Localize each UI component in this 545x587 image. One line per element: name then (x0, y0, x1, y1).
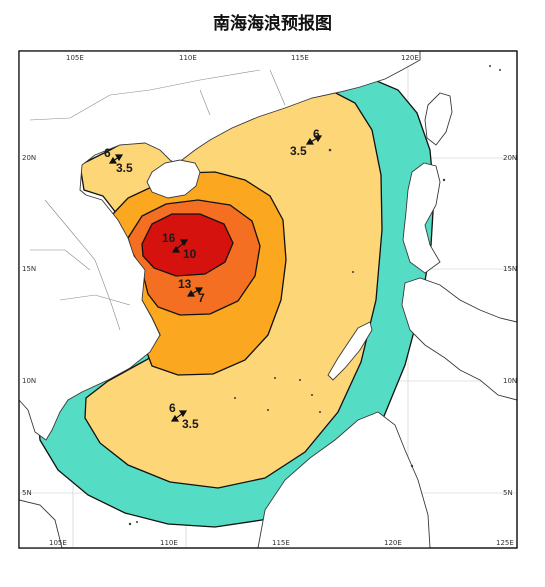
wave-label-ne-high: 6 (313, 127, 320, 141)
tick-right-15n: 15N (503, 265, 517, 273)
wave-height-labels: 6 3.5 6 3.5 16 10 13 7 6 3.5 (104, 127, 320, 431)
map-title: 南海海浪预报图 (213, 14, 332, 34)
tick-left-5n: 5N (22, 489, 32, 497)
borders (29, 69, 286, 331)
wave-label-gulf-low: 3.5 (116, 161, 133, 175)
luzon-island (402, 162, 441, 274)
hainan-island (146, 159, 201, 199)
tick-bottom-105: 105E (49, 539, 67, 547)
visayas-islands (401, 277, 517, 401)
small-islands (128, 65, 501, 526)
tick-right-5n: 5N (503, 489, 513, 497)
arrow-south (170, 410, 188, 422)
tick-bottom-120: 120E (384, 539, 402, 547)
wave-label-south-high: 6 (169, 401, 176, 415)
coastlines (19, 51, 517, 548)
tick-left-10n: 10N (22, 377, 36, 385)
tick-left-20n: 20N (22, 154, 36, 162)
tick-bottom-110: 110E (160, 539, 178, 547)
wave-label-south-low: 3.5 (182, 417, 199, 431)
tick-top-120: 120E (401, 54, 419, 62)
taiwan-island (424, 92, 453, 146)
malay-coast (19, 499, 63, 548)
wave-label-ne-low: 3.5 (290, 144, 307, 158)
tick-top-115: 115E (291, 54, 309, 62)
tick-labels: 105E 110E 115E 120E 105E 110E 115E 120E … (22, 54, 517, 547)
arrow-core (171, 239, 189, 253)
wave-arrows (108, 135, 323, 422)
wave-label-south-core-high: 13 (178, 277, 192, 291)
wave-label-core-low: 10 (183, 247, 197, 261)
tick-right-20n: 20N (503, 154, 517, 162)
tick-bottom-115: 115E (272, 539, 290, 547)
borneo-island (257, 411, 431, 548)
tick-right-10n: 10N (503, 377, 517, 385)
wave-label-south-core-low: 7 (198, 291, 205, 305)
wave-label-gulf-high: 6 (104, 146, 111, 160)
zone-12-plus (141, 213, 234, 277)
tick-top-110: 110E (179, 54, 197, 62)
arrow-ne (305, 135, 323, 145)
tick-left-15n: 15N (22, 265, 36, 273)
arrow-gulf (108, 154, 124, 164)
mainland-coast (19, 51, 421, 441)
arrow-south-core (186, 287, 204, 297)
tick-top-105: 105E (66, 54, 84, 62)
palawan-island (327, 321, 373, 381)
tick-bottom-125: 125E (496, 539, 514, 547)
wave-label-core-high: 16 (162, 231, 176, 245)
